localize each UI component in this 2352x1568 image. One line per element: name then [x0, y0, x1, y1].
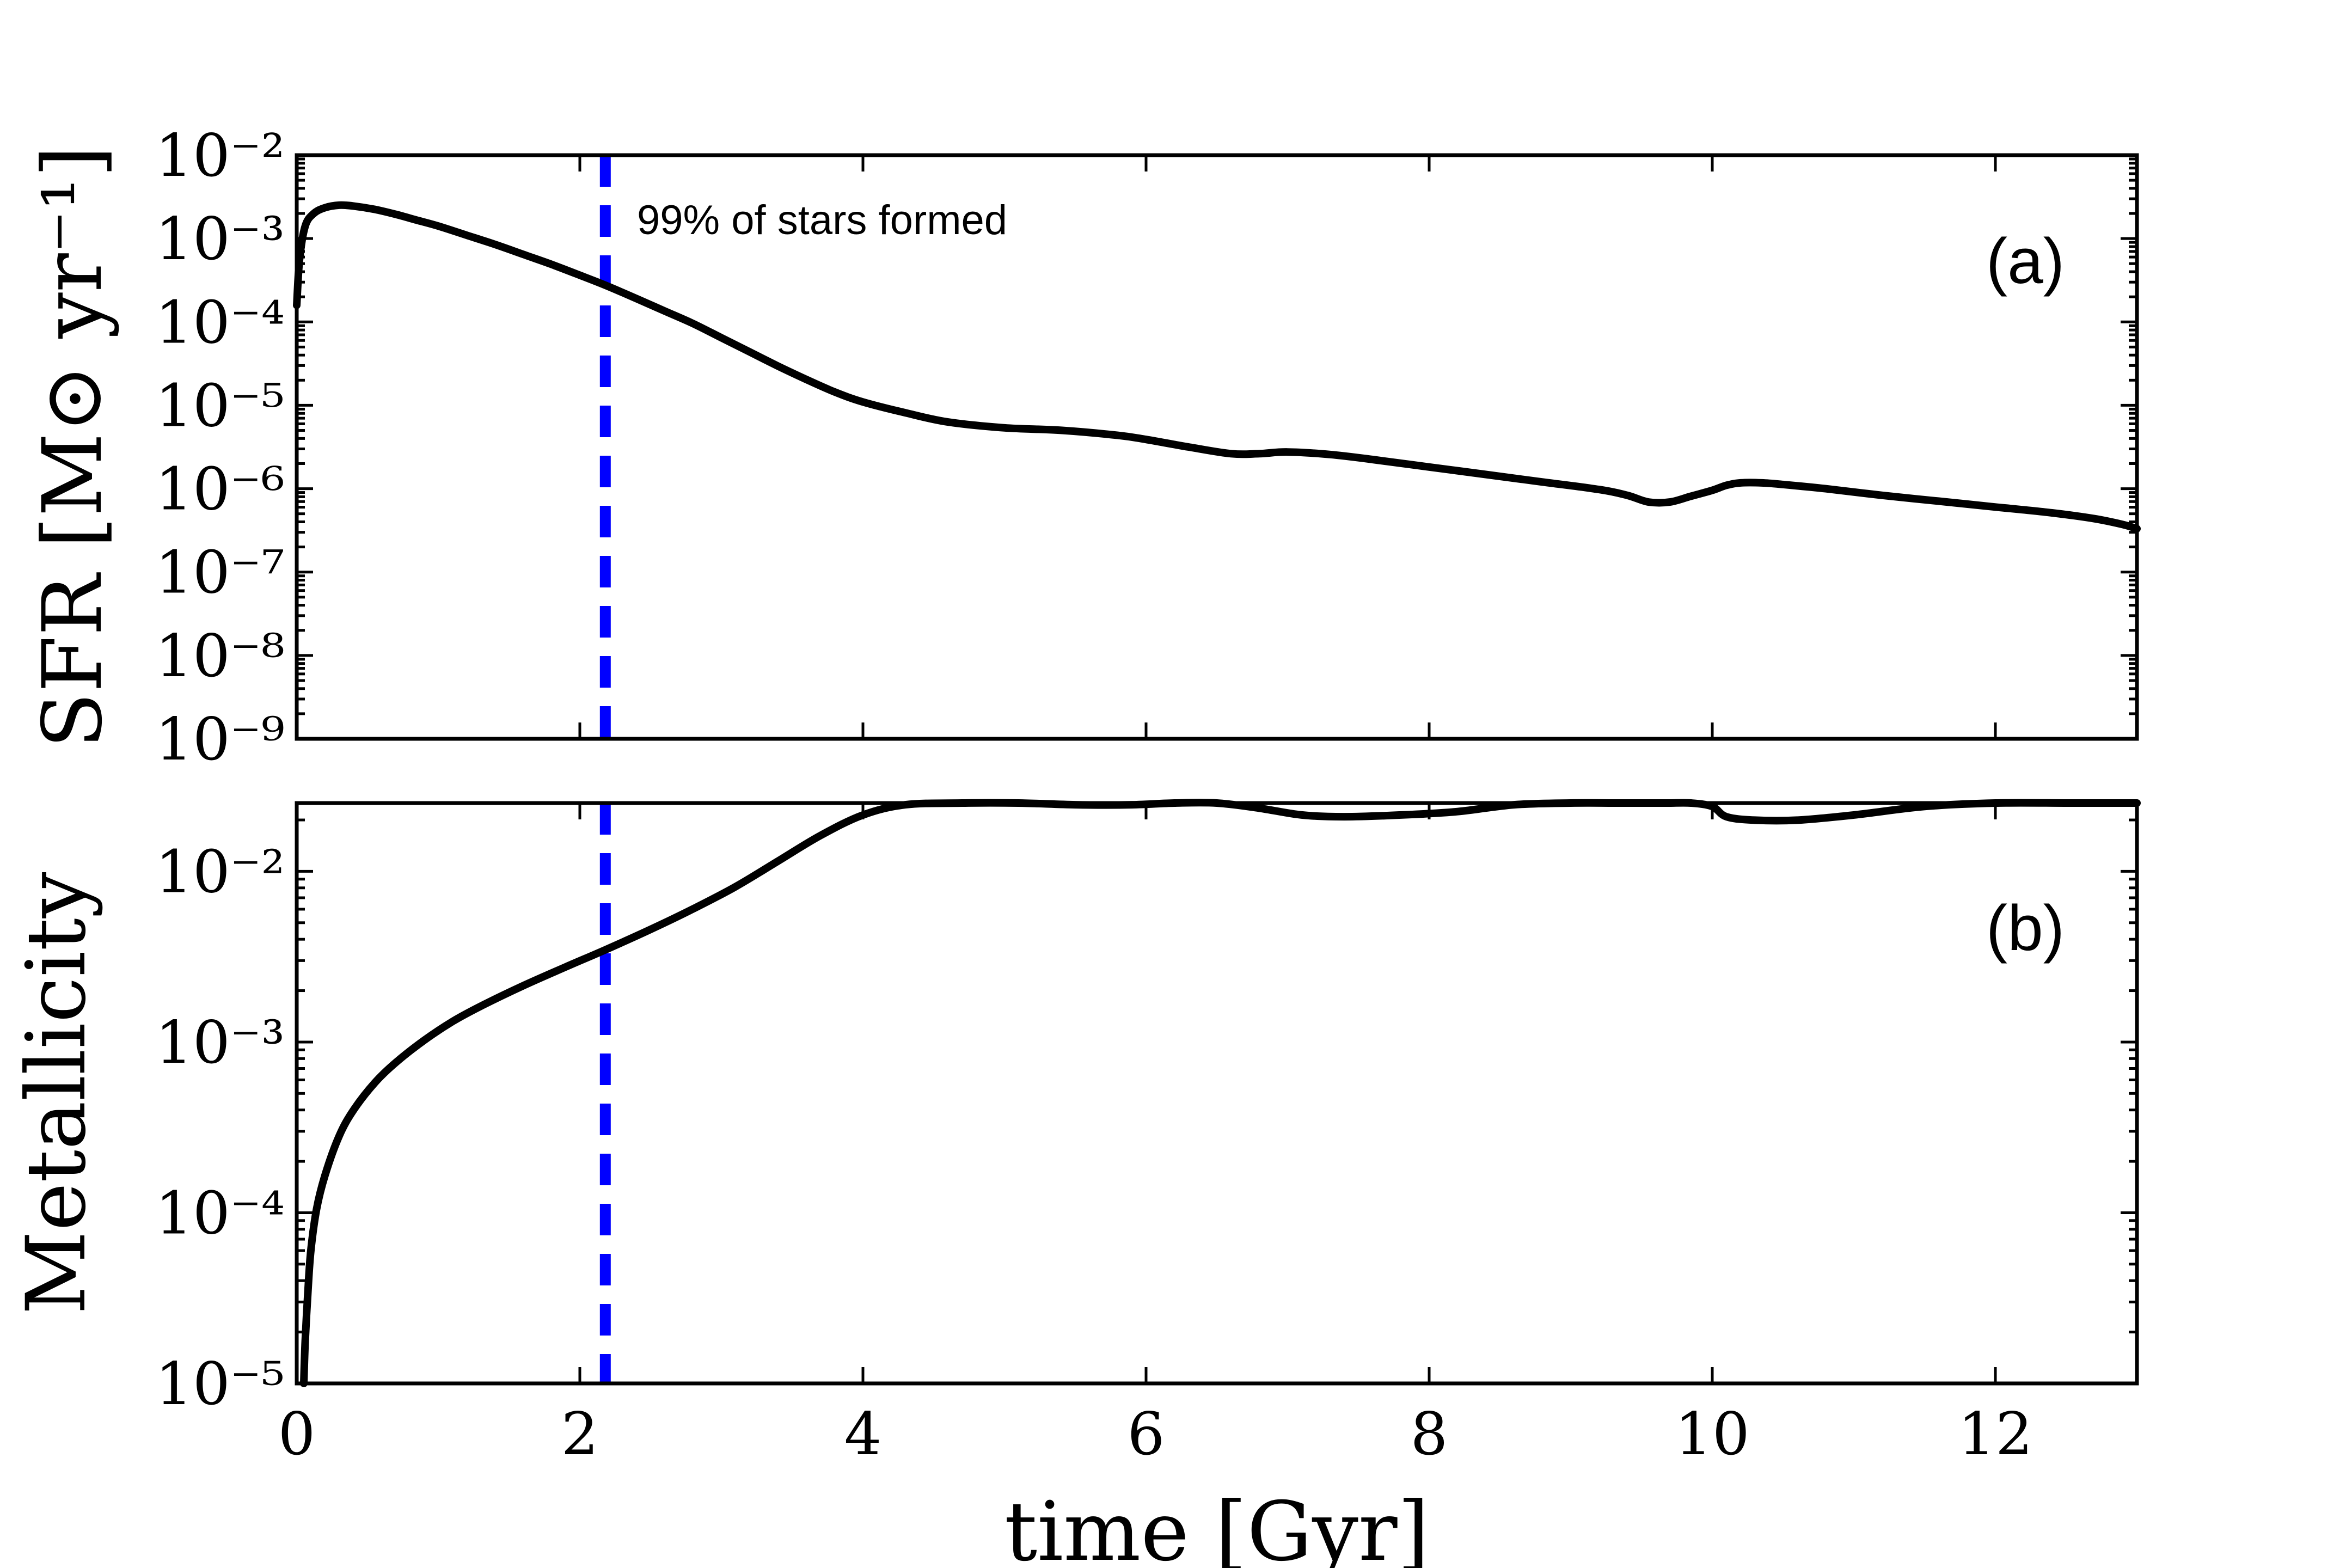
x-tick-label: 4 — [844, 1400, 882, 1468]
x-tick-label: 8 — [1411, 1400, 1448, 1468]
x-tick-label: 0 — [278, 1400, 316, 1468]
marker-annotation: 99% of stars formed — [637, 197, 1007, 243]
panel-a-label: (a) — [1986, 225, 2065, 297]
y-tick-label: 10⁻² — [155, 122, 285, 190]
panel-b-label: (b) — [1986, 892, 2065, 964]
y-tick-label: 10⁻⁵ — [155, 1350, 285, 1418]
x-tick-label: 10 — [1675, 1400, 1749, 1468]
y-tick-label: 10⁻⁴ — [155, 1179, 285, 1247]
y-tick-label: 10⁻⁴ — [155, 289, 285, 357]
panel-b-ylabel: Metallicity — [9, 872, 104, 1314]
x-tick-label: 2 — [561, 1400, 599, 1468]
panel-b-metallicity: 10⁻² 10⁻³ 10⁻⁴ 10⁻⁵ 0 2 4 6 8 10 12 (b) Metallici… — [9, 799, 2141, 1568]
sfr-curve — [293, 201, 2141, 533]
panel-b-frame — [295, 801, 2139, 1386]
y-tick-label: 10⁻³ — [155, 205, 285, 273]
y-tick-label: 10⁻⁵ — [155, 372, 285, 440]
y-tick-label: 10⁻³ — [155, 1009, 285, 1077]
panel-a-frame — [295, 153, 2139, 741]
x-tick-label: 12 — [1958, 1400, 2032, 1468]
panel-a-sfr: 10⁻² 10⁻³ 10⁻⁴ 10⁻⁵ 10⁻⁶ 10⁻⁷ 10⁻⁸ 10⁻⁹ 99% of … — [26, 122, 2141, 774]
x-tick-label: 6 — [1128, 1400, 1165, 1468]
x-axis-title: time [Gyr] — [1004, 1485, 1429, 1568]
y-tick-label: 10⁻⁹ — [155, 706, 285, 774]
y-tick-label: 10⁻⁶ — [155, 456, 285, 524]
panel-a-ylabel: SFR [M⊙ yr⁻¹] — [26, 145, 120, 748]
y-tick-label: 10⁻² — [155, 838, 285, 906]
y-tick-label: 10⁻⁸ — [155, 622, 285, 690]
y-tick-label: 10⁻⁷ — [155, 539, 285, 607]
